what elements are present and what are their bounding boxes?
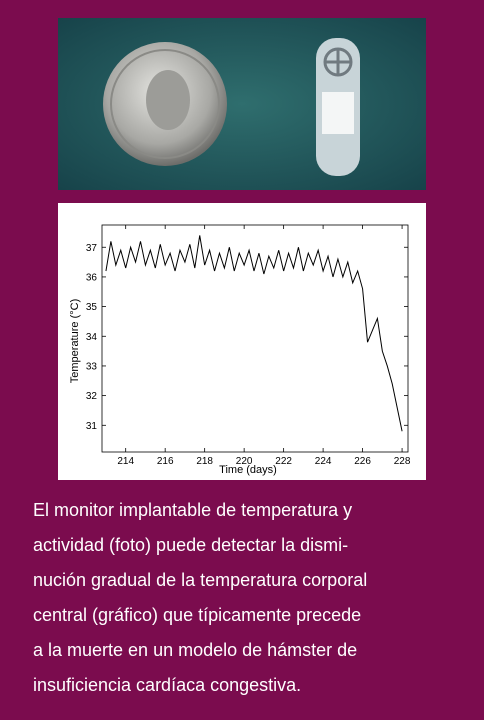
y-tick-label: 35 bbox=[86, 302, 98, 313]
capsule-label bbox=[322, 92, 354, 134]
y-tick-label: 34 bbox=[86, 332, 98, 343]
x-tick-label: 216 bbox=[157, 456, 174, 467]
x-tick-label: 218 bbox=[196, 456, 213, 467]
y-axis-label: Temperature (°C) bbox=[69, 299, 81, 383]
page: {"chart_data": {"type": "line", "xlabel"… bbox=[0, 0, 484, 720]
x-tick-label: 224 bbox=[315, 456, 332, 467]
y-tick-label: 31 bbox=[86, 421, 98, 432]
x-tick-label: 220 bbox=[236, 456, 253, 467]
y-tick-label: 36 bbox=[86, 272, 98, 283]
caption-line: nución gradual de la temperatura corpora… bbox=[33, 563, 463, 598]
caption-line: central (gráfico) que típicamente preced… bbox=[33, 598, 463, 633]
coin-portrait bbox=[146, 70, 190, 130]
caption-line: El monitor implantable de temperatura y bbox=[33, 493, 463, 528]
x-tick-label: 228 bbox=[394, 456, 411, 467]
y-tick-label: 32 bbox=[86, 391, 98, 402]
photo bbox=[0, 0, 484, 200]
x-tick-label: 214 bbox=[117, 456, 134, 467]
y-tick-label: 33 bbox=[86, 361, 98, 372]
caption-line: actividad (foto) puede detectar la dismi… bbox=[33, 528, 463, 563]
chart-background bbox=[58, 203, 426, 480]
caption-line: insuficiencia cardíaca congestiva. bbox=[33, 668, 463, 703]
x-tick-label: 226 bbox=[354, 456, 371, 467]
caption-line: a la muerte en un modelo de hámster de bbox=[33, 633, 463, 668]
x-tick-label: 222 bbox=[275, 456, 292, 467]
y-tick-label: 37 bbox=[86, 243, 98, 254]
